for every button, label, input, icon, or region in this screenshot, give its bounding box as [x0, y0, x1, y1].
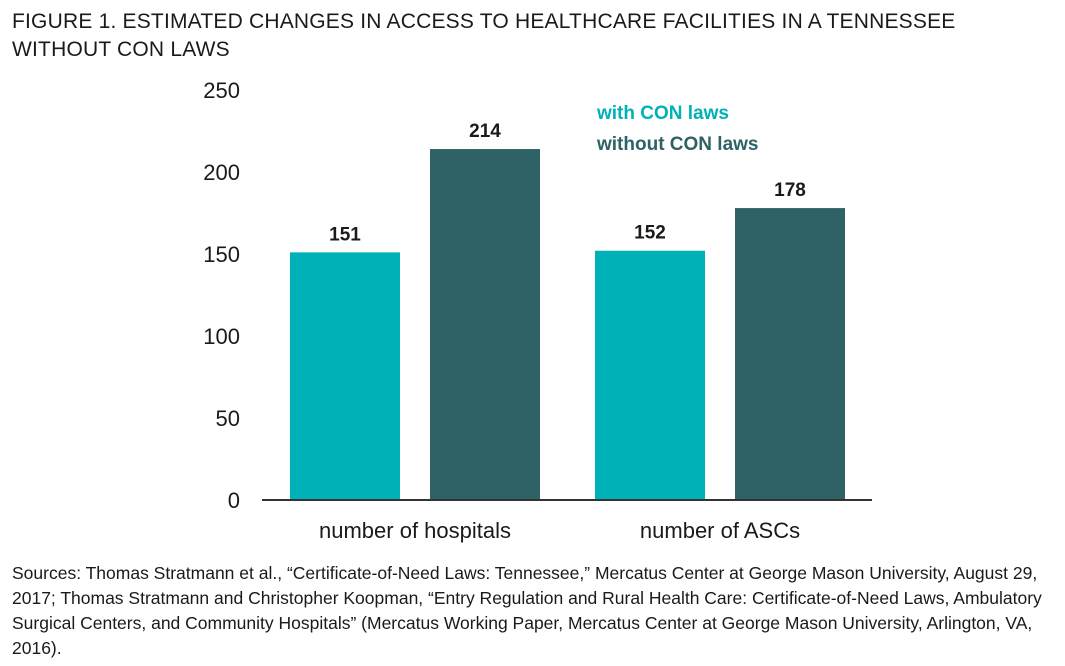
figure-title: FIGURE 1. ESTIMATED CHANGES IN ACCESS TO… — [12, 10, 956, 61]
bar-chart: 0 50 100 150 200 250 151 214 152 178 number of h… — [203, 78, 872, 543]
bar-value-label: 178 — [774, 180, 806, 201]
y-tick-label: 200 — [203, 160, 240, 185]
x-axis-labels: number of hospitals number of ASCs — [319, 518, 800, 543]
legend: with CON laws without CON laws — [596, 103, 759, 155]
bar — [735, 208, 845, 500]
bars: 151 214 152 178 — [290, 121, 845, 501]
bar — [290, 252, 400, 500]
x-category-label: number of hospitals — [319, 518, 511, 543]
y-tick-label: 0 — [228, 488, 240, 513]
bar — [430, 149, 540, 501]
sources-note: Sources: Thomas Stratmann et al., “Certi… — [12, 563, 1042, 658]
bar-value-label: 151 — [329, 224, 361, 245]
y-axis-ticks: 0 50 100 150 200 250 — [203, 78, 240, 513]
bar-value-label: 152 — [634, 223, 666, 244]
x-category-label: number of ASCs — [640, 518, 800, 543]
legend-entry: with CON laws — [596, 103, 729, 124]
bar-value-label: 214 — [469, 121, 501, 142]
y-tick-label: 100 — [203, 324, 240, 349]
y-tick-label: 50 — [216, 406, 240, 431]
legend-entry: without CON laws — [596, 134, 759, 155]
y-tick-label: 150 — [203, 242, 240, 267]
bar — [595, 250, 705, 500]
y-tick-label: 250 — [203, 78, 240, 103]
